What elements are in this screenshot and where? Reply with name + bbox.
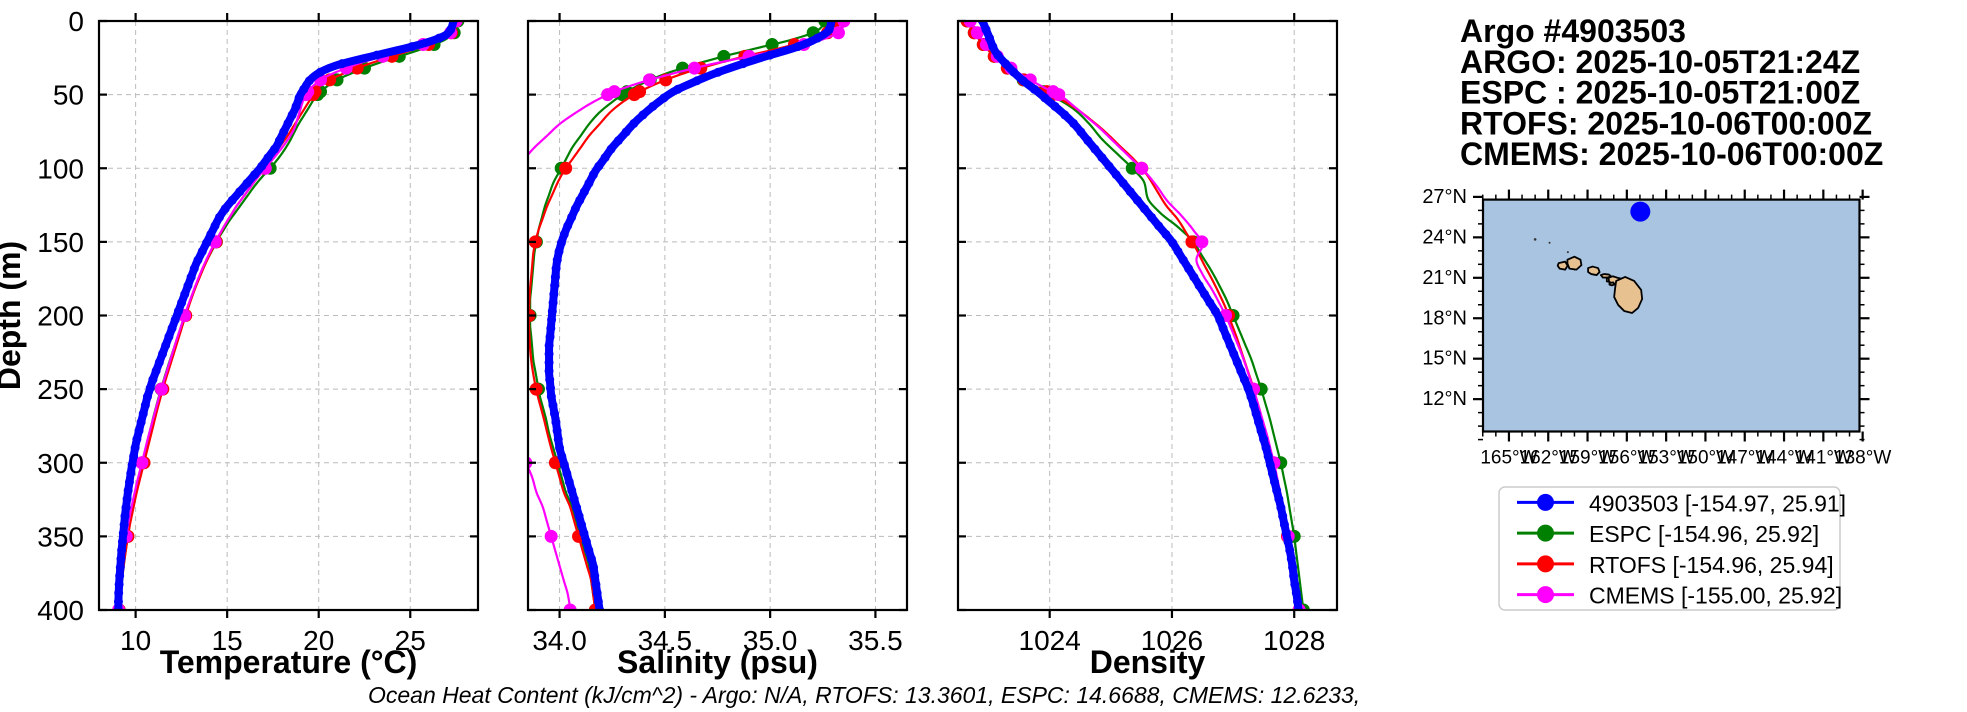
svg-text:27°N: 27°N <box>1422 186 1467 208</box>
svg-text:Salinity (psu): Salinity (psu) <box>617 644 818 680</box>
svg-text:15°N: 15°N <box>1422 348 1467 370</box>
svg-text:24°N: 24°N <box>1422 226 1467 248</box>
svg-text:35.5: 35.5 <box>848 625 903 656</box>
svg-text:Density: Density <box>1090 644 1206 680</box>
svg-text:50: 50 <box>53 80 84 111</box>
svg-text:10: 10 <box>120 625 151 656</box>
svg-text:21°N: 21°N <box>1422 267 1467 289</box>
svg-text:1028: 1028 <box>1263 625 1325 656</box>
svg-text:18°N: 18°N <box>1422 307 1467 329</box>
svg-text:12°N: 12°N <box>1422 388 1467 410</box>
svg-text:165°W: 165°W <box>1480 448 1537 469</box>
svg-text:Temperature (°C): Temperature (°C) <box>160 644 418 680</box>
svg-text:400: 400 <box>37 595 84 626</box>
svg-text:4903503 [-154.97, 25.91]: 4903503 [-154.97, 25.91] <box>1589 490 1846 516</box>
svg-text:34.0: 34.0 <box>532 625 587 656</box>
svg-text:CMEMS [-155.00, 25.92]: CMEMS [-155.00, 25.92] <box>1589 583 1842 609</box>
svg-text:300: 300 <box>37 448 84 479</box>
svg-text:CMEMS: 2025-10-06T00:00Z: CMEMS: 2025-10-06T00:00Z <box>1460 136 1883 172</box>
svg-text:0: 0 <box>68 6 84 37</box>
svg-text:Depth (m): Depth (m) <box>0 241 27 390</box>
svg-text:ESPC [-154.96, 25.92]: ESPC [-154.96, 25.92] <box>1589 521 1819 547</box>
svg-text:250: 250 <box>37 374 84 405</box>
svg-text:150: 150 <box>37 227 84 258</box>
svg-text:100: 100 <box>37 153 84 184</box>
svg-text:1024: 1024 <box>1019 625 1081 656</box>
svg-text:200: 200 <box>37 301 84 332</box>
svg-text:RTOFS [-154.96, 25.94]: RTOFS [-154.96, 25.94] <box>1589 552 1834 578</box>
svg-text:350: 350 <box>37 521 84 552</box>
svg-text:Ocean Heat Content (kJ/cm^2) -: Ocean Heat Content (kJ/cm^2) - Argo: N/A… <box>368 682 1360 708</box>
